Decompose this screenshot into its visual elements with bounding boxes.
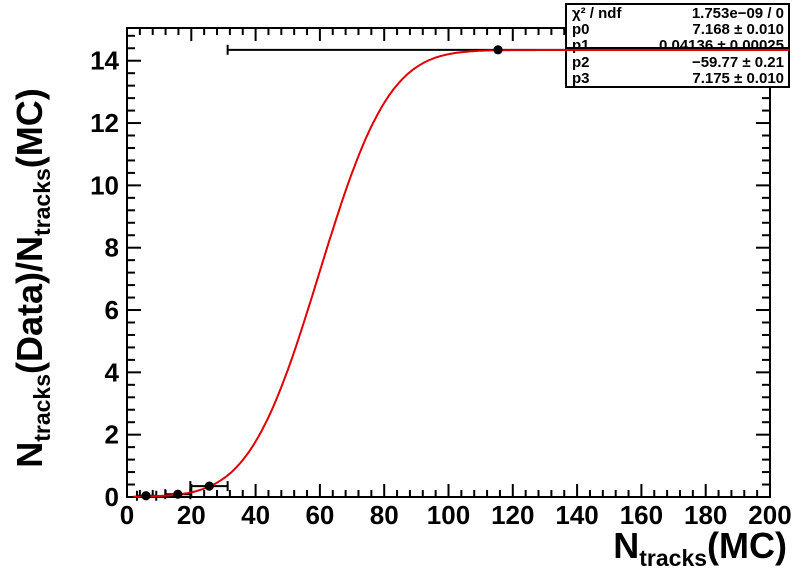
- stats-row-p3: p3 7.175 ± 0.010: [572, 69, 784, 87]
- error-bars: [135, 44, 770, 501]
- y-axis-title: Ntracks(Data)/Ntracks(MC): [9, 88, 55, 468]
- x-tick-label: 40: [241, 500, 270, 530]
- y-axis-tick-labels: 0 2 4 6 8 10 12 14: [90, 46, 119, 512]
- x-tick-label: 160: [620, 500, 663, 530]
- x-tick-label: 180: [684, 500, 727, 530]
- stats-chi2-value: 1.753e−09 / 0: [691, 5, 784, 22]
- stats-p0-label: p0: [572, 21, 590, 39]
- x-tick-label: 60: [305, 500, 334, 530]
- y-tick-label: 0: [105, 482, 119, 512]
- y-axis-ticks: [127, 34, 770, 498]
- plot-frame: [126, 27, 771, 498]
- stats-p3-value: 7.175 ± 0.010: [692, 69, 784, 87]
- stats-row-p2: p2 −59.77 ± 0.21: [572, 53, 784, 71]
- stats-row-p1: p1 0.04136 ± 0.00025: [572, 38, 784, 54]
- stats-p2-label: p2: [572, 53, 590, 71]
- stats-p0-value: 7.168 ± 0.010: [692, 21, 784, 39]
- x-axis-tick-labels: 0 20 40 60 80 100 120 140 160 180 200: [120, 500, 792, 530]
- x-tick-label: 20: [177, 500, 206, 530]
- y-tick-label: 8: [105, 233, 119, 263]
- x-tick-label: 0: [120, 500, 134, 530]
- x-tick-label: 80: [370, 500, 399, 530]
- x-axis-title: Ntracks(MC): [613, 525, 787, 571]
- stats-p1-label: p1: [572, 37, 590, 55]
- y-tick-label: 12: [90, 108, 119, 138]
- stats-p3-label: p3: [572, 69, 590, 87]
- x-tick-label: 100: [427, 500, 470, 530]
- x-tick-label: 200: [748, 500, 791, 530]
- y-tick-label: 14: [90, 46, 119, 76]
- x-tick-label: 140: [555, 500, 598, 530]
- y-tick-label: 6: [105, 295, 119, 325]
- x-tick-label: 120: [491, 500, 534, 530]
- stats-p1-value: 0.04136 ± 0.00025: [658, 37, 784, 55]
- x-axis-ticks: [126, 28, 771, 497]
- y-tick-label: 4: [105, 357, 120, 387]
- y-tick-label: 10: [90, 170, 119, 200]
- stats-row-p0: p0 7.168 ± 0.010: [572, 22, 784, 38]
- stats-chi2-label: χ² / ndf: [572, 5, 622, 22]
- y-tick-label: 2: [105, 420, 119, 450]
- fit-stats-box: χ² / ndf 1.753e−09 / 0 p0 7.168 ± 0.010 …: [565, 3, 790, 88]
- stats-row-chi2: χ² / ndf 1.753e−09 / 0: [572, 5, 784, 22]
- stats-p2-value: −59.77 ± 0.21: [691, 53, 784, 71]
